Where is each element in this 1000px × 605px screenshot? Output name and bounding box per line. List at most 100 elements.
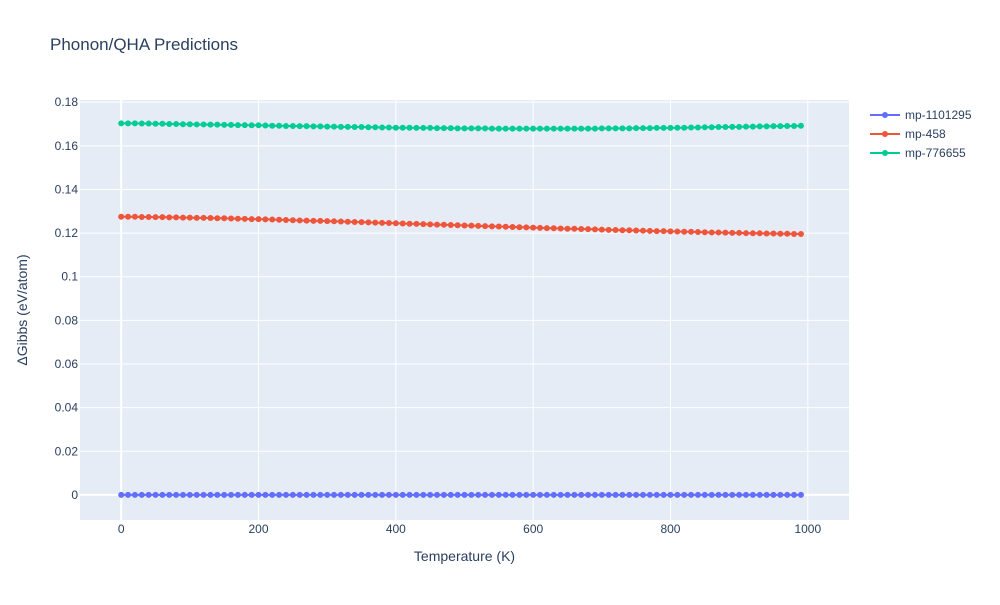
data-point[interactable] [392,124,399,131]
data-point[interactable] [234,215,241,222]
data-point[interactable] [131,213,138,220]
data-point[interactable] [303,217,310,224]
data-point[interactable] [317,217,324,224]
data-point[interactable] [791,491,798,498]
data-point[interactable] [351,491,358,498]
data-point[interactable] [701,229,708,236]
data-point[interactable] [495,125,502,132]
data-point[interactable] [337,491,344,498]
data-point[interactable] [509,223,516,230]
data-point[interactable] [701,491,708,498]
data-point[interactable] [255,491,262,498]
data-point[interactable] [420,491,427,498]
data-point[interactable] [310,123,317,130]
data-point[interactable] [688,491,695,498]
data-point[interactable] [276,122,283,129]
data-point[interactable] [331,218,338,225]
data-point[interactable] [674,491,681,498]
data-point[interactable] [282,122,289,129]
data-point[interactable] [447,491,454,498]
data-point[interactable] [777,230,784,237]
data-point[interactable] [475,125,482,132]
data-point[interactable] [488,223,495,230]
data-point[interactable] [715,124,722,131]
data-point[interactable] [708,229,715,236]
data-point[interactable] [392,491,399,498]
data-point[interactable] [605,491,612,498]
data-point[interactable] [166,121,173,127]
data-point[interactable] [248,122,255,129]
data-point[interactable] [173,121,180,127]
data-point[interactable] [303,123,310,130]
data-point[interactable] [633,125,640,132]
data-point[interactable] [193,121,200,128]
data-point[interactable] [784,230,791,237]
data-point[interactable] [749,123,756,130]
data-point[interactable] [708,124,715,131]
data-point[interactable] [303,491,310,498]
data-point[interactable] [118,213,125,220]
data-point[interactable] [138,120,145,127]
data-point[interactable] [591,491,598,498]
data-point[interactable] [406,124,413,131]
data-point[interactable] [372,219,379,226]
data-point[interactable] [660,124,667,131]
data-point[interactable] [502,491,509,498]
data-point[interactable] [440,491,447,498]
data-point[interactable] [688,228,695,235]
data-point[interactable] [729,123,736,130]
data-point[interactable] [578,225,585,232]
data-point[interactable] [125,120,132,127]
data-point[interactable] [640,227,647,234]
data-point[interactable] [743,491,750,498]
data-point[interactable] [269,216,276,223]
data-point[interactable] [797,230,804,237]
data-point[interactable] [598,491,605,498]
data-point[interactable] [241,215,248,222]
data-point[interactable] [234,122,241,129]
data-point[interactable] [454,491,461,498]
data-point[interactable] [530,491,537,498]
data-point[interactable] [585,491,592,498]
data-point[interactable] [674,228,681,235]
data-point[interactable] [619,227,626,234]
data-point[interactable] [392,220,399,227]
data-point[interactable] [138,491,145,498]
data-point[interactable] [667,491,674,498]
data-point[interactable] [289,122,296,129]
data-point[interactable] [598,226,605,233]
data-point[interactable] [152,120,159,127]
data-point[interactable] [756,123,763,130]
data-point[interactable] [365,491,372,498]
data-point[interactable] [413,220,420,227]
data-point[interactable] [791,122,798,129]
data-point[interactable] [131,120,138,127]
data-point[interactable] [722,491,729,498]
data-point[interactable] [797,491,804,498]
data-point[interactable] [619,125,626,132]
data-point[interactable] [770,123,777,130]
data-point[interactable] [186,491,193,498]
data-point[interactable] [385,124,392,131]
data-point[interactable] [729,229,736,236]
data-point[interactable] [434,491,441,498]
data-point[interactable] [777,123,784,130]
data-point[interactable] [179,121,186,128]
data-point[interactable] [207,121,214,128]
data-point[interactable] [722,229,729,236]
data-point[interactable] [166,214,173,221]
data-point[interactable] [296,217,303,224]
data-point[interactable] [626,125,633,132]
data-point[interactable] [317,123,324,130]
data-point[interactable] [482,491,489,498]
data-point[interactable] [605,226,612,233]
data-point[interactable] [406,491,413,498]
data-point[interactable] [633,227,640,234]
data-point[interactable] [756,491,763,498]
data-point[interactable] [550,125,557,132]
data-point[interactable] [791,230,798,237]
data-point[interactable] [770,491,777,498]
data-point[interactable] [537,224,544,231]
data-point[interactable] [406,220,413,227]
data-point[interactable] [214,121,221,128]
